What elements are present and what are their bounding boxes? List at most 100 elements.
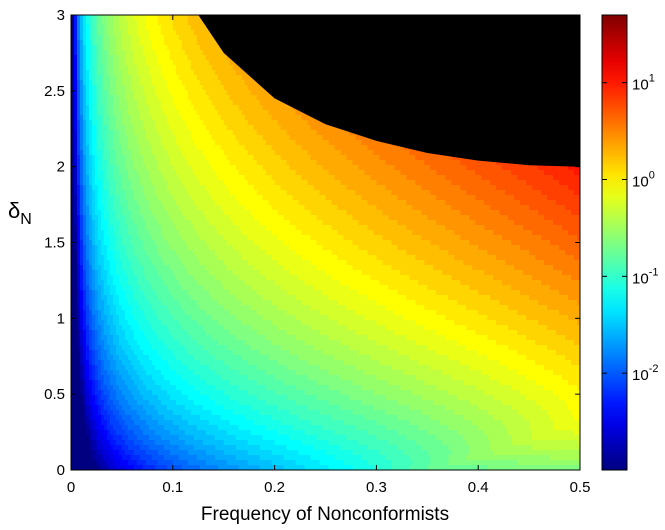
heatmap-cell xyxy=(130,25,135,31)
heatmap-cell xyxy=(169,75,174,81)
heatmap-cell xyxy=(91,50,96,56)
heatmap-cell xyxy=(71,135,75,141)
heatmap-cell xyxy=(223,155,228,161)
heatmap-cell xyxy=(115,105,120,111)
heatmap-cell xyxy=(202,65,207,71)
heatmap-cell xyxy=(139,85,144,91)
heatmap-cell xyxy=(427,155,431,161)
heatmap-cell xyxy=(190,110,195,116)
heatmap-cell xyxy=(268,140,273,146)
heatmap-cell xyxy=(142,140,147,146)
heatmap-cell xyxy=(199,20,204,26)
heatmap-cell xyxy=(193,155,198,161)
heatmap-cell xyxy=(247,115,252,121)
heatmap-cell xyxy=(79,160,84,166)
heatmap-cell xyxy=(214,140,219,146)
heatmap-cell xyxy=(133,145,138,151)
heatmap-cell xyxy=(106,120,111,126)
heatmap-cell xyxy=(88,45,93,51)
heatmap-cell xyxy=(226,110,231,116)
heatmap-cell xyxy=(346,135,351,141)
heatmap-cell xyxy=(97,20,102,26)
heatmap-cell xyxy=(85,115,90,121)
heatmap-cell xyxy=(331,125,336,131)
heatmap-cell xyxy=(139,90,144,96)
heatmap-cell xyxy=(71,150,75,156)
heatmap-cell xyxy=(220,120,225,126)
heatmap-cell xyxy=(322,155,327,161)
heatmap-cell xyxy=(187,100,192,106)
heatmap-cell xyxy=(127,125,132,131)
heatmap-cell xyxy=(106,145,111,151)
heatmap-cell xyxy=(265,140,270,146)
heatmap-cell xyxy=(109,70,114,76)
heatmap-cell xyxy=(121,45,126,51)
heatmap-cell xyxy=(136,160,141,166)
heatmap-cell xyxy=(196,45,201,51)
heatmap-cell xyxy=(157,145,162,151)
heatmap-cell xyxy=(346,140,351,146)
heatmap-cell xyxy=(454,155,458,161)
heatmap-cell xyxy=(196,75,201,81)
heatmap-cell xyxy=(349,140,354,146)
heatmap-cell xyxy=(211,100,216,106)
heatmap-cell xyxy=(121,120,126,126)
heatmap-cell xyxy=(301,145,306,151)
heatmap-cell xyxy=(211,90,216,96)
heatmap-cell xyxy=(163,100,168,106)
heatmap-cell xyxy=(352,140,357,146)
heatmap-cell xyxy=(166,125,171,131)
heatmap-cell xyxy=(241,75,246,81)
heatmap-cell xyxy=(154,15,159,21)
heatmap-cell xyxy=(181,135,186,141)
heatmap-cell xyxy=(193,75,198,81)
heatmap-cell xyxy=(151,20,156,26)
heatmap-cell xyxy=(71,155,75,161)
heatmap-cell xyxy=(355,145,360,151)
heatmap-cell xyxy=(115,30,120,36)
heatmap-cell xyxy=(229,75,234,81)
heatmap-cell xyxy=(124,150,129,156)
heatmap-cell xyxy=(157,105,162,111)
heatmap-cell xyxy=(217,100,222,106)
heatmap-cell xyxy=(196,120,201,126)
heatmap-cell xyxy=(184,130,189,136)
heatmap-cell xyxy=(142,60,147,66)
heatmap-cell xyxy=(343,145,348,151)
heatmap-cell xyxy=(184,20,189,26)
heatmap-cell xyxy=(94,15,99,21)
heatmap-cell xyxy=(262,125,267,131)
heatmap-cell xyxy=(235,65,240,71)
heatmap-cell xyxy=(184,105,189,111)
heatmap-cell xyxy=(310,115,315,121)
heatmap-cell xyxy=(85,150,90,156)
heatmap-cell xyxy=(112,95,117,101)
heatmap-cell xyxy=(112,130,117,136)
heatmap-cell xyxy=(97,40,102,46)
heatmap-cell xyxy=(250,140,255,146)
heatmap-cell xyxy=(250,105,255,111)
heatmap-cell xyxy=(76,95,81,101)
heatmap-cell xyxy=(325,135,330,141)
heatmap-cell xyxy=(130,155,135,161)
heatmap-cell xyxy=(250,150,255,156)
heatmap-cell xyxy=(268,115,273,121)
heatmap-cell xyxy=(313,140,318,146)
heatmap-cell xyxy=(241,135,246,141)
heatmap-cell xyxy=(109,20,114,26)
heatmap-cell xyxy=(133,140,138,146)
heatmap-cell xyxy=(88,125,93,131)
heatmap-cell xyxy=(343,130,348,136)
heatmap-cell xyxy=(100,55,105,61)
heatmap-cell xyxy=(145,125,150,131)
heatmap-cell xyxy=(109,60,114,66)
heatmap-cell xyxy=(256,145,261,151)
heatmap-cell xyxy=(202,100,207,106)
heatmap-cell xyxy=(253,120,258,126)
heatmap-cell xyxy=(136,60,141,66)
heatmap-cell xyxy=(73,145,78,151)
heatmap-cell xyxy=(226,85,231,91)
heatmap-cell xyxy=(145,110,150,116)
heatmap-cell xyxy=(160,75,165,81)
heatmap-cell xyxy=(298,135,303,141)
